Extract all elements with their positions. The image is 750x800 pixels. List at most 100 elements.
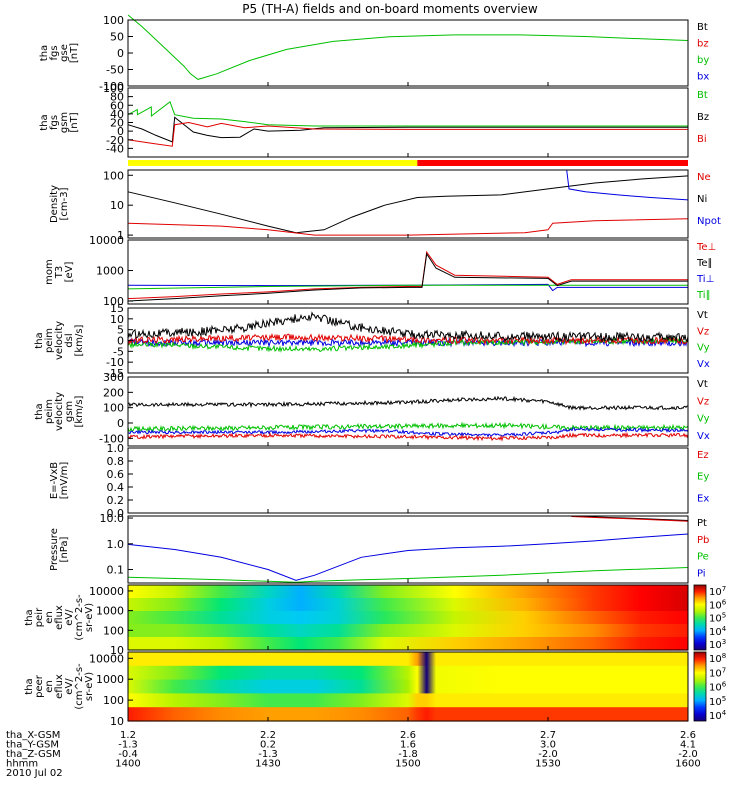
legend-entry: Vy [697,414,710,425]
colorbar-tick-label: 104 [709,709,727,722]
x-axis-row-label: tha_X-GSM [6,730,60,741]
legend-entry: Bz [697,112,709,123]
y-axis-label: (cm^2-s- [74,663,85,710]
y-axis-label: eflux [54,605,65,630]
y-axis-label: T3 [54,266,65,279]
y-axis-label: gsm [64,401,75,422]
y-tick-label: -20 [106,134,124,147]
legend-entry: Te∥ [696,258,713,269]
legend-entry: Pb [697,535,709,546]
x-axis-value: 0.2 [260,740,276,751]
legend-entry: Bt [697,22,708,33]
series-line-Te⊥ [127,250,688,300]
legend-entry: Vy [697,343,710,354]
series-line-Vz [127,431,689,442]
heatmap-band [128,679,688,694]
colorbar-tick-label: 103 [709,638,726,651]
y-axis-label: E=-VxB [49,462,60,499]
y-tick-label: 0.2 [107,494,125,507]
heatmap-band [128,693,688,708]
y-tick-label: 10 [110,644,124,657]
colorbar [693,651,707,722]
y-axis-label: en [44,680,55,693]
y-axis-label: Pressure [49,528,60,571]
legend-entry: bz [697,39,709,50]
colorbar-tick-label: 107 [709,666,726,679]
panel-peim-gsm: 300 200 100 0 -100 tha peim velocity gsm [km/s] Vt… [34,371,710,447]
series-line-Bz [127,116,688,143]
y-tick-label: 100 [103,82,124,95]
series-line-Ti∥ [127,284,688,290]
y-axis-label: peim [44,328,55,353]
series-line-Ni [127,175,689,234]
legend-entry: Ne [697,172,711,183]
y-axis-label: velocity [54,392,65,431]
y-tick-label: 20 [110,117,124,130]
y-tick-label: 80 [110,91,124,104]
colorbar-tick-label: 105 [709,612,726,625]
legend-entry: Ni [697,194,707,205]
colorbar-tick-label: 106 [709,598,727,611]
legend-entry: Ez [697,450,709,461]
panel-frame [127,19,689,87]
legend-entry: bx [697,72,709,83]
y-tick-label: 0 [117,417,124,430]
y-tick-label: 100 [103,402,124,415]
y-axis-label: fgs [49,45,60,60]
legend-entry: Ti⊥ [696,274,714,285]
y-tick-label: 40 [110,108,124,121]
y-tick-label: -5 [113,345,124,358]
y-tick-label: 50 [110,31,124,44]
y-tick-label: 0 [117,47,124,60]
y-axis-label: [nT] [69,43,80,63]
y-axis-label: mom [44,259,55,285]
y-tick-label: 10 [110,715,124,728]
y-axis-label: sr-eV) [84,603,95,632]
legend-entry: Ey [697,472,709,483]
x-axis-row-label: tha_Z-GSM [6,749,61,760]
panel-mom-temp: 10000 1000 100 mom T3 [eV] Te⊥ Te∥ Ti⊥ Ti∥ [44,234,716,308]
legend-entry: Te⊥ [696,242,716,253]
panel-frame [127,447,689,514]
y-axis-label: gsm [59,112,70,133]
series-line-Ne [127,218,689,236]
series-line-Vt [127,395,689,411]
legend-entry: Pt [697,518,707,529]
y-tick-label: 100 [103,169,124,182]
x-axis-value: -0.4 [118,749,138,760]
legend-entry: Pe [697,552,709,563]
legend-entry: Bt [697,90,708,101]
y-axis-label: peer [34,674,45,698]
y-tick-label: 10000 [89,234,124,247]
legend-entry: Npot [697,216,721,227]
heatmap-band [128,611,688,625]
y-tick-label: 100 [103,694,124,707]
y-axis-label: (cm^2-s- [74,594,85,641]
x-axis-value: -2.0 [678,749,698,760]
y-axis-label: tha [39,114,50,130]
y-tick-label: 0.8 [107,455,125,468]
y-tick-label: 100 [103,14,124,27]
colorbar-tick-label: 108 [709,652,726,665]
x-axis-value: 1.2 [120,730,136,741]
colorbar-tick-label: 106 [709,681,727,694]
series-line-Vx [127,427,689,438]
x-axis-value: -1.8 [398,749,418,760]
mode-bar-segment [417,160,688,166]
x-axis-row-label: tha_Y-GSM [6,740,59,751]
panel-e-field: 1.00.80.60.40.20.0 E=-VxB [mV/m] Ez Ey Ex [49,442,709,520]
panel-frame [127,515,689,584]
y-tick-label: 100 [103,295,124,308]
legend-entry: Ex [697,493,709,504]
legend-entry: Ti∥ [696,290,711,301]
x-axis-value: 1500 [395,759,420,770]
y-tick-label: 1 [117,229,124,242]
colorbar-tick-label: 105 [709,695,726,708]
y-tick-label: 1000 [96,673,124,686]
heatmap-band [128,624,688,638]
colorbar [693,584,707,651]
y-tick-label: -100 [99,432,124,445]
